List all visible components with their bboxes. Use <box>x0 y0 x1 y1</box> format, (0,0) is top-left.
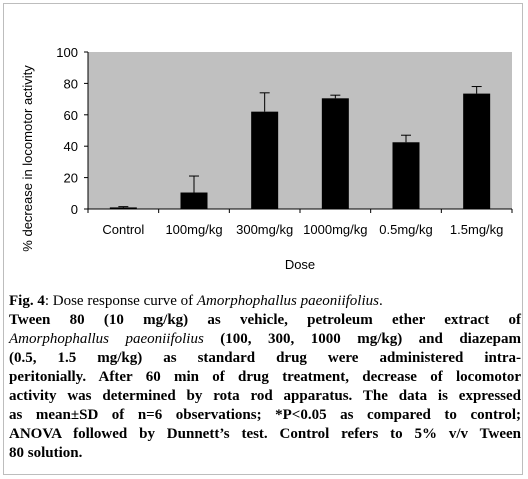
y-tick-label: 60 <box>64 108 78 123</box>
y-tick-label: 80 <box>64 76 78 91</box>
caption-line-9: 80 solution. <box>9 445 83 461</box>
bars-group <box>109 93 491 209</box>
caption-title-end: . <box>378 293 383 309</box>
y-tick-label: 100 <box>56 45 78 60</box>
caption-line-5: peritonially. After 60 min of drug treat… <box>9 369 521 385</box>
bar <box>180 192 208 209</box>
caption-species: Amorphophallus paeoniifolius <box>196 293 379 309</box>
x-tick-label: 0.5mg/kg <box>379 222 432 237</box>
x-tick-label: 300mg/kg <box>236 222 293 237</box>
bar-chart: 0 20 40 60 80 100 Control 100mg/kg 300mg/kg 1000… <box>20 45 513 272</box>
caption-line-2: Tween 80 (10 mg/kg) as vehicle, petroleu… <box>9 312 521 328</box>
y-tick-label: 40 <box>64 139 78 154</box>
bar <box>463 93 491 209</box>
caption-line-7: as mean±SD of n=6 observations; *P<0.05 … <box>9 407 521 423</box>
caption-line-3: Amorphophallus paeoniifolius (100, 300, … <box>9 330 521 349</box>
x-axis-label: Dose <box>285 257 315 272</box>
caption-line-8: ANOVA followed by Dunnett’s test. Contro… <box>9 426 521 442</box>
figure-frame <box>3 3 523 475</box>
figure-label: Fig. 4 <box>9 293 45 309</box>
x-tick-label: 100mg/kg <box>165 222 222 237</box>
caption-line-4: (0.5, 1.5 mg/kg) as standard drug were a… <box>9 350 521 366</box>
caption-title-prefix: : Dose response curve of <box>44 293 197 309</box>
figure-caption: Fig. 4: Dose response curve of Amorphoph… <box>9 292 521 463</box>
y-tick-label: 20 <box>64 171 78 186</box>
x-axis: Control 100mg/kg 300mg/kg 1000mg/kg 0.5mg/kg… <box>87 208 513 237</box>
bar <box>321 98 349 209</box>
caption-line-3-species: Amorphophallus paeoniifolius <box>9 331 204 347</box>
y-axis-label: % decrease in locomotor activity <box>20 65 35 252</box>
x-tick-label: Control <box>102 222 144 237</box>
error-bars-group <box>118 86 482 208</box>
caption-line-6: activity was determined by rota rod appa… <box>9 388 521 404</box>
caption-title-line: Fig. 4: Dose response curve of Amorphoph… <box>9 292 521 311</box>
plot-area <box>88 52 512 209</box>
x-tick-label: 1.5mg/kg <box>450 222 503 237</box>
bar <box>392 142 420 209</box>
x-tick-label: 1000mg/kg <box>303 222 367 237</box>
y-axis: 0 20 40 60 80 100 <box>56 45 89 217</box>
bar <box>109 207 137 209</box>
bar <box>251 111 279 209</box>
caption-line-3-rest: (100, 300, 1000 mg/kg) and diazepam <box>203 331 521 347</box>
y-tick-label: 0 <box>71 202 78 217</box>
